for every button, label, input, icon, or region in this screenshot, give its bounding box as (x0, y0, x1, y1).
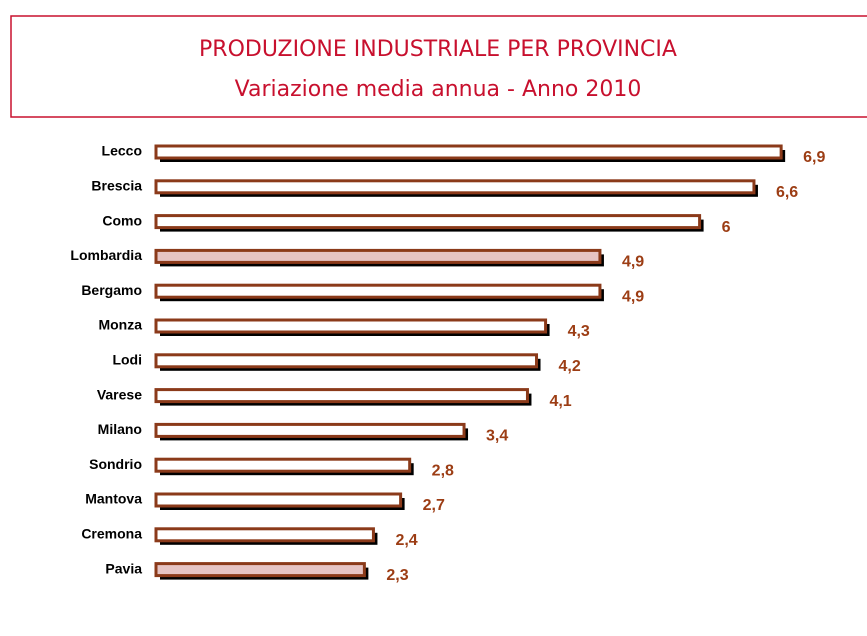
value-label: 2,8 (432, 462, 454, 479)
bar (154, 318, 548, 334)
bar (154, 527, 375, 543)
bar (154, 492, 403, 508)
value-label: 2,7 (423, 497, 445, 514)
y-tick-label: Lecco (102, 143, 142, 159)
value-label: 6,9 (803, 149, 825, 166)
value-label: 2,4 (395, 532, 417, 549)
bar (154, 248, 602, 264)
y-tick-label: Mantova (85, 491, 142, 507)
value-label: 2,3 (386, 567, 408, 584)
bar (154, 388, 529, 404)
bar (154, 214, 702, 230)
y-tick-label: Pavia (105, 560, 142, 576)
y-tick-label: Bergamo (81, 282, 142, 298)
y-tick-label: Varese (97, 386, 142, 402)
chart-title: PRODUZIONE INDUSTRIALE PER PROVINCIA (199, 37, 677, 62)
y-tick-label: Brescia (91, 178, 142, 194)
y-tick-label: Monza (98, 317, 142, 333)
bar (154, 179, 756, 195)
value-label: 4,9 (622, 254, 644, 271)
bar (154, 144, 783, 160)
y-tick-label: Milano (98, 421, 142, 437)
bar (154, 422, 466, 438)
y-tick-label: Cremona (81, 526, 142, 542)
value-label: 4,1 (549, 393, 571, 410)
value-label: 6,6 (776, 184, 798, 201)
value-label: 4,9 (622, 288, 644, 305)
bar (154, 457, 412, 473)
title-frame (10, 15, 867, 118)
bar (154, 353, 539, 369)
y-tick-label: Sondrio (89, 456, 142, 472)
bar (154, 562, 366, 578)
y-tick-label: Como (102, 212, 142, 228)
value-label: 6 (722, 219, 731, 236)
value-label: 4,2 (559, 358, 581, 375)
chart-subtitle: Variazione media annua - Anno 2010 (235, 77, 642, 102)
y-tick-label: Lodi (112, 352, 142, 368)
value-label: 3,4 (486, 428, 508, 445)
value-label: 4,3 (568, 323, 590, 340)
y-tick-label: Lombardia (70, 247, 142, 263)
bar (154, 283, 602, 299)
